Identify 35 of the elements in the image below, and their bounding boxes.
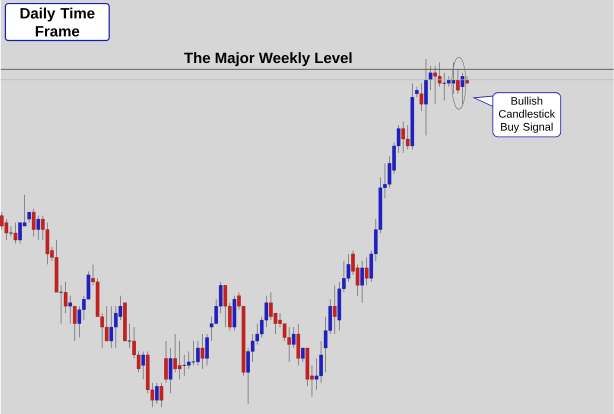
candlestick — [332, 284, 337, 334]
candlestick — [420, 82, 424, 112]
candlestick — [182, 354, 186, 376]
candlestick — [32, 208, 36, 237]
text: Bullish Candlestick Buy Signal — [498, 96, 556, 133]
candlestick — [64, 281, 68, 314]
candlestick — [200, 334, 204, 370]
candlestick — [155, 382, 159, 404]
candlestick — [456, 68, 460, 94]
candlestick — [301, 348, 305, 362]
candlestick — [460, 72, 464, 104]
chart-title: Daily Time Frame — [20, 7, 95, 36]
candlestick — [196, 340, 200, 366]
ref-line-label: The Major Weekly Level — [184, 52, 352, 66]
candlestick — [160, 382, 164, 408]
candlestick — [428, 65, 432, 90]
candlestick — [8, 226, 14, 237]
candlestick — [36, 215, 40, 240]
candlestick — [72, 306, 77, 342]
candlestick — [292, 326, 296, 348]
candlestick — [58, 284, 64, 324]
candlestick — [187, 351, 191, 370]
candlestick — [191, 340, 196, 366]
candlestick — [27, 212, 31, 223]
candlestick — [14, 222, 18, 244]
candlestick — [68, 295, 72, 324]
candlestick — [205, 334, 209, 366]
candlestick — [442, 72, 446, 101]
candlestick — [364, 256, 368, 286]
candlestick — [168, 348, 172, 394]
candlestick — [164, 340, 168, 384]
candlestick — [141, 351, 145, 380]
candlestick — [360, 260, 364, 303]
candlestick — [127, 323, 132, 348]
candlestick — [415, 86, 419, 98]
